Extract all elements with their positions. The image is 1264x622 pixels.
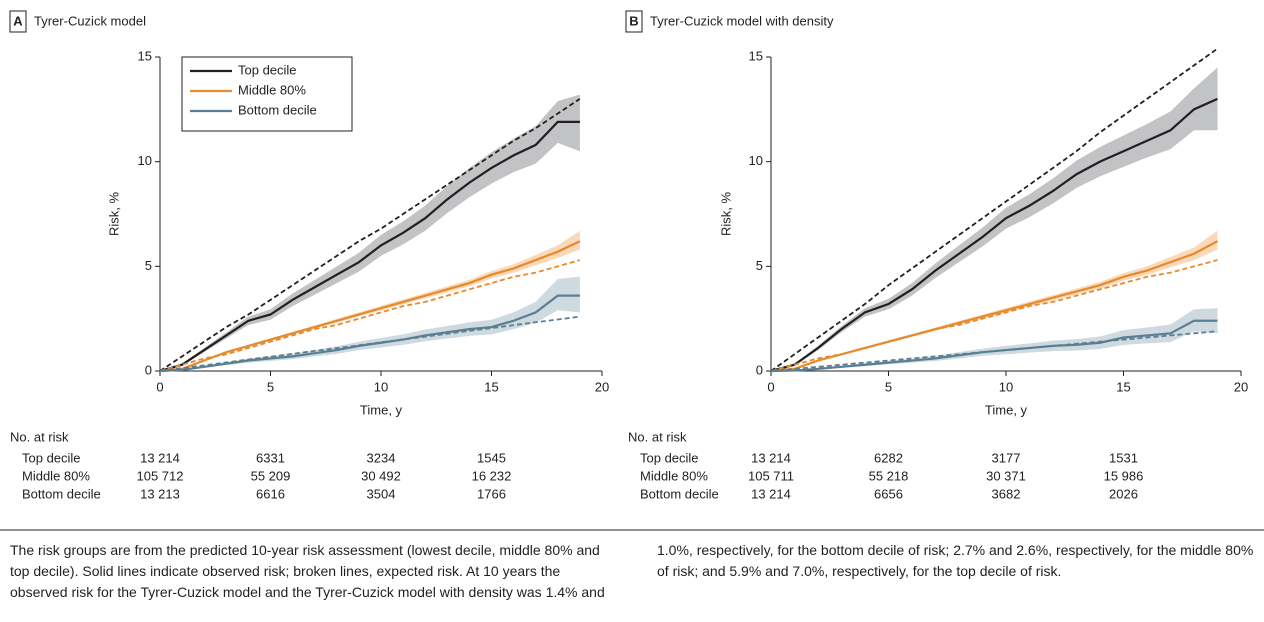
confidence-band (771, 308, 1218, 371)
panel-letter: B (629, 13, 638, 28)
confidence-band (771, 67, 1218, 371)
risk-count: 2026 (1109, 486, 1138, 501)
risk-row-label: Top decile (22, 450, 81, 465)
legend-box (181, 56, 353, 132)
risk-count: 105 712 (137, 468, 184, 483)
risk-table-title: No. at risk (628, 429, 687, 444)
legend-label: Middle 80% (238, 82, 306, 97)
y-tick-label: 15 (749, 48, 763, 63)
x-tick-label: 15 (1116, 379, 1130, 394)
risk-count: 6331 (256, 450, 285, 465)
risk-count: 30 492 (361, 468, 401, 483)
expected-line (159, 259, 581, 372)
panel-title: Tyrer-Cuzick model with density (650, 13, 834, 28)
risk-count: 55 209 (251, 468, 291, 483)
observed-line (770, 97, 1218, 373)
x-tick-label: 15 (484, 379, 498, 394)
observed-line (159, 294, 580, 373)
y-tick-label: 10 (749, 153, 763, 168)
y-tick-label: 0 (756, 362, 763, 377)
x-axis-label: Time, y (985, 402, 1028, 417)
risk-row-label: Middle 80% (22, 468, 90, 483)
x-tick-label: 10 (999, 379, 1013, 394)
x-tick-label: 20 (595, 379, 609, 394)
observed-line (159, 120, 580, 373)
confidence-band (160, 276, 580, 371)
risk-count: 13 214 (140, 450, 180, 465)
risk-count: 3504 (367, 486, 396, 501)
risk-count: 13 214 (751, 486, 791, 501)
y-axis-label: Risk, % (106, 192, 121, 237)
observed-line (159, 240, 581, 373)
risk-count: 16 232 (472, 468, 512, 483)
panel-letter: A (13, 13, 23, 28)
caption: The risk groups are from the predicted 1… (10, 542, 1254, 600)
risk-count: 13 213 (140, 486, 180, 501)
expected-line (770, 47, 1219, 372)
y-tick-label: 5 (756, 258, 763, 273)
x-tick-label: 0 (767, 379, 774, 394)
x-tick-label: 5 (267, 379, 274, 394)
legend-label: Top decile (238, 62, 297, 77)
y-axis-label: Risk, % (718, 192, 733, 237)
y-tick-label: 10 (138, 153, 152, 168)
expected-line (159, 98, 581, 372)
panel-letter-box (625, 10, 643, 33)
expected-line (770, 330, 1218, 372)
x-axis-label: Time, y (360, 402, 403, 417)
risk-count: 1766 (477, 486, 506, 501)
risk-row-label: Top decile (640, 450, 699, 465)
risk-count: 105 711 (748, 468, 794, 483)
risk-count: 3682 (992, 486, 1021, 501)
expected-line (159, 315, 581, 372)
x-tick-label: 5 (885, 379, 892, 394)
risk-count: 13 214 (751, 450, 791, 465)
legend-label: Bottom decile (238, 102, 317, 117)
risk-count: 6616 (256, 486, 285, 501)
y-tick-label: 15 (138, 48, 152, 63)
y-tick-label: 0 (145, 362, 152, 377)
risk-count: 15 986 (1104, 468, 1144, 483)
panel-letter-box (9, 10, 27, 33)
risk-count: 6282 (874, 450, 903, 465)
risk-count: 30 371 (986, 468, 1026, 483)
risk-row-label: Bottom decile (22, 486, 101, 501)
risk-count: 3177 (992, 450, 1021, 465)
x-tick-label: 10 (374, 379, 388, 394)
risk-row-label: Middle 80% (640, 468, 708, 483)
risk-count: 3234 (367, 450, 396, 465)
risk-row-label: Bottom decile (640, 486, 719, 501)
risk-count: 1531 (1109, 450, 1138, 465)
y-tick-label: 5 (145, 258, 152, 273)
risk-table-title: No. at risk (10, 429, 69, 444)
panel-title: Tyrer-Cuzick model (34, 13, 146, 28)
expected-line (770, 259, 1218, 372)
risk-count: 1545 (477, 450, 506, 465)
risk-count: 6656 (874, 486, 903, 501)
x-tick-label: 20 (1234, 379, 1248, 394)
risk-count: 55 218 (869, 468, 909, 483)
x-tick-label: 0 (156, 379, 163, 394)
